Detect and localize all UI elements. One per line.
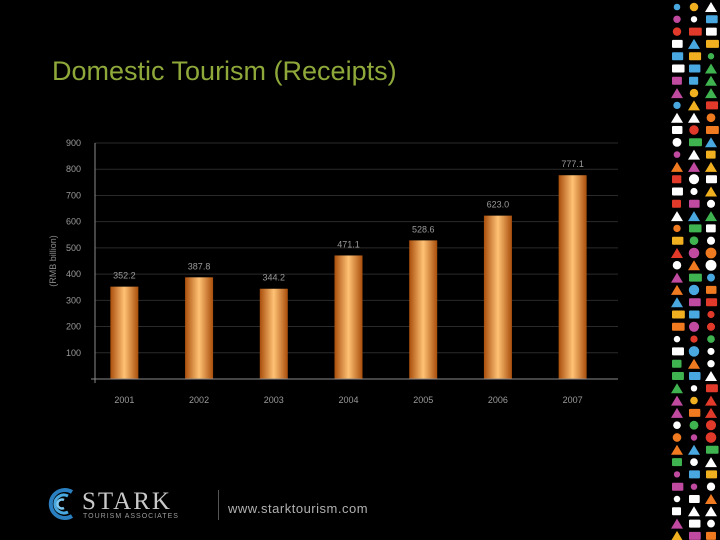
bar-2001 [110,286,139,379]
data-label-2004: 471.1 [337,239,360,249]
y-tick-label: 700 [66,190,81,200]
website-link[interactable]: www.starktourism.com [228,501,369,516]
x-tick-label: 2007 [563,395,583,405]
data-label-2006: 623.0 [487,200,510,210]
bar-chart: 100 200 300 400 500 600 700 800 900 352.2 2001 387.… [48,138,618,405]
x-tick-label: 2006 [488,395,508,405]
footer-divider [218,490,219,520]
y-axis-title: (RMB billion) [48,235,58,287]
footer-logo: STARK TOURISM ASSOCIATES www.starktouris… [46,486,368,526]
y-tick-label: 400 [66,269,81,279]
bar-2006 [483,215,512,379]
bar-2007 [558,175,587,379]
bar-2002 [185,277,214,379]
x-tick-label: 2001 [114,395,134,405]
y-tick-label: 300 [66,295,81,305]
stark-swirl-logo-icon [48,488,74,520]
x-tick-label: 2004 [338,395,358,405]
x-tick-label: 2005 [413,395,433,405]
company-subtitle: TOURISM ASSOCIATES [83,513,179,520]
y-tick-label: 600 [66,217,81,227]
slide-title: Domestic Tourism (Receipts) [52,56,397,86]
travel-icons-strip-icon [668,0,720,540]
x-tick-label: 2002 [189,395,209,405]
data-label-2001: 352.2 [113,271,136,281]
data-label-2002: 387.8 [188,261,211,271]
data-label-2007: 777.1 [561,159,584,169]
y-tick-label: 500 [66,243,81,253]
data-label-2005: 528.6 [412,224,435,234]
y-tick-label: 800 [66,164,81,174]
x-tick-label: 2003 [264,395,284,405]
bar-2003 [259,288,288,379]
data-label-2003: 344.2 [263,273,286,283]
y-tick-label: 900 [66,138,81,148]
y-tick-label: 100 [66,348,81,358]
bar-2005 [409,240,438,379]
company-name: STARK [82,488,172,515]
y-tick-label: 200 [66,322,81,332]
bar-2004 [334,255,363,379]
